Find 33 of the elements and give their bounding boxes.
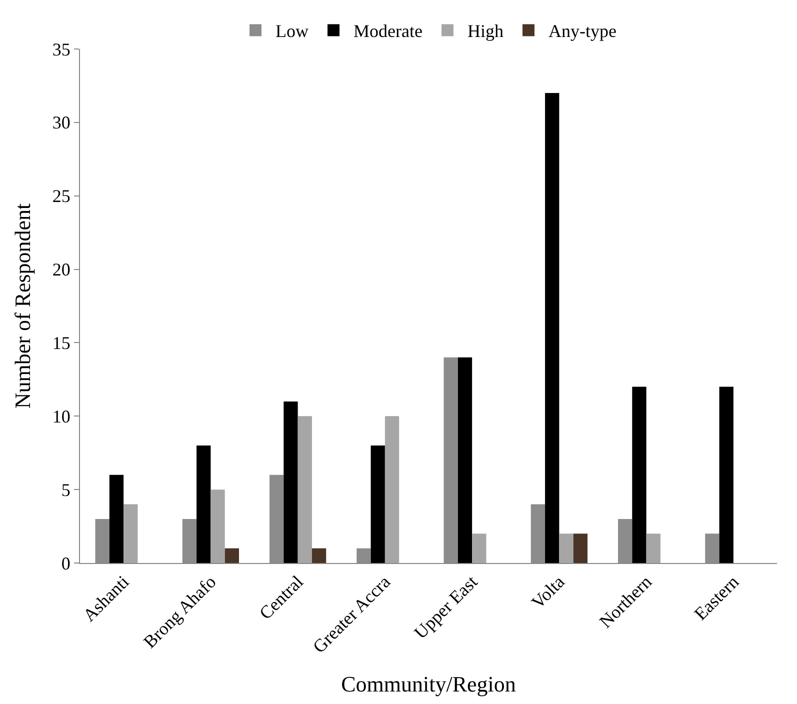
bar [298, 416, 312, 563]
y-tick-label: 20 [52, 260, 70, 280]
bar [224, 548, 239, 563]
y-tick-label: 35 [52, 39, 70, 60]
bar [573, 534, 588, 563]
y-axis-title: Number of Respondent [10, 203, 36, 409]
bar [472, 534, 486, 563]
bar [124, 504, 138, 563]
bar [384, 416, 400, 563]
legend-label: Any-type [548, 21, 616, 42]
legend-label: High [467, 21, 504, 42]
bar [646, 534, 660, 563]
bar [545, 93, 560, 563]
y-tick-label: 30 [52, 112, 70, 133]
y-tick-label: 5 [61, 480, 70, 500]
y-tick-label: 15 [52, 333, 70, 354]
bar [284, 401, 298, 563]
bar [458, 357, 472, 563]
legend-label: Low [276, 21, 308, 42]
bar [719, 386, 734, 563]
bar [559, 534, 574, 563]
x-axis-title: Community/Region [341, 672, 516, 697]
bar [632, 386, 646, 563]
y-tick-label: 10 [52, 406, 70, 426]
bar [196, 446, 211, 563]
bar [370, 446, 385, 563]
bar [210, 490, 225, 563]
bar [109, 474, 124, 563]
x-tick-label: Volta [528, 572, 568, 612]
y-tick-label: 25 [52, 186, 70, 206]
bar [312, 548, 326, 563]
y-tick-label: 0 [61, 553, 70, 574]
legend-label: Moderate [354, 21, 422, 42]
